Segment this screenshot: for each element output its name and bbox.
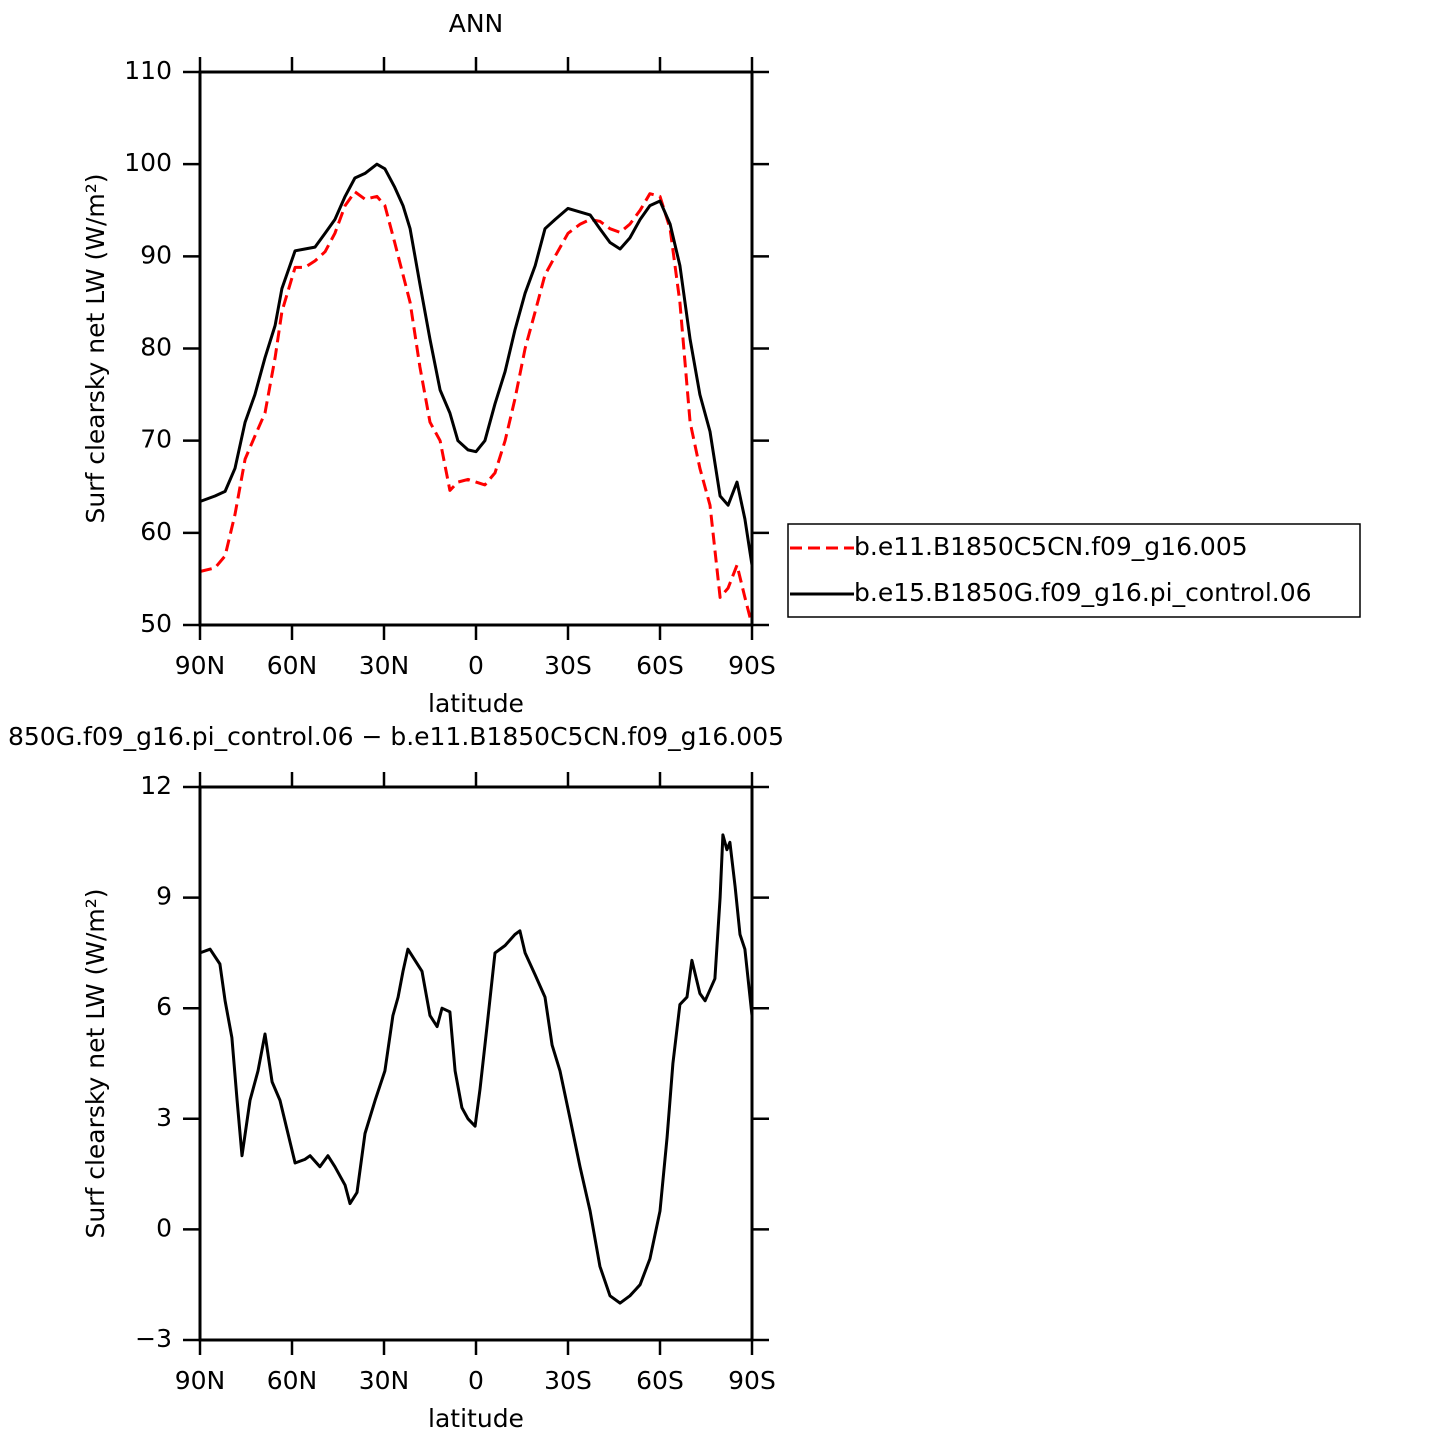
y-tick-label: 80	[140, 333, 172, 362]
chart-title: 850G.f09_g16.pi_control.06 − b.e11.B1850…	[8, 722, 784, 751]
x-tick-label: 30N	[359, 651, 410, 680]
x-tick-label: 60N	[267, 1366, 318, 1395]
y-tick-label: 100	[124, 148, 172, 177]
y-tick-label: 50	[140, 609, 172, 638]
y-tick-label: −3	[135, 1324, 172, 1353]
plot-frame	[198, 785, 754, 1342]
legend-label: b.e11.B1850C5CN.f09_g16.005	[854, 532, 1248, 561]
x-tick-label: 0	[468, 1366, 484, 1395]
y-tick-label: 60	[140, 517, 172, 546]
legend-box	[787, 523, 1361, 618]
x-tick-label: 60N	[267, 651, 318, 680]
x-tick-label: 90N	[175, 1366, 226, 1395]
y-tick-label: 110	[124, 56, 172, 85]
plot-frame	[198, 70, 754, 627]
data-line	[199, 833, 754, 1305]
y-tick-label: 0	[156, 1213, 172, 1242]
y-tick-label: 70	[140, 425, 172, 454]
x-axis-label: latitude	[428, 689, 524, 718]
x-tick-label: 90N	[175, 651, 226, 680]
y-axis-label: Surf clearsky net LW (W/m²)	[81, 888, 110, 1238]
x-tick-label: 30S	[544, 1366, 592, 1395]
x-tick-label: 0	[468, 651, 484, 680]
y-tick-label: 6	[156, 992, 172, 1021]
x-tick-label: 90S	[728, 651, 776, 680]
x-tick-label: 60S	[636, 651, 684, 680]
x-axis-label: latitude	[428, 1404, 524, 1433]
x-tick-label: 90S	[728, 1366, 776, 1395]
data-line	[199, 162, 754, 566]
y-tick-label: 3	[156, 1103, 172, 1132]
legend-label: b.e15.B1850G.f09_g16.pi_control.06	[854, 578, 1312, 607]
data-line	[199, 190, 754, 626]
x-tick-label: 30S	[544, 651, 592, 680]
y-axis-label: Surf clearsky net LW (W/m²)	[81, 173, 110, 523]
y-tick-label: 9	[156, 882, 172, 911]
y-tick-label: 12	[140, 771, 172, 800]
x-tick-label: 60S	[636, 1366, 684, 1395]
chart-title: ANN	[449, 9, 504, 38]
y-tick-label: 90	[140, 240, 172, 269]
x-tick-label: 30N	[359, 1366, 410, 1395]
